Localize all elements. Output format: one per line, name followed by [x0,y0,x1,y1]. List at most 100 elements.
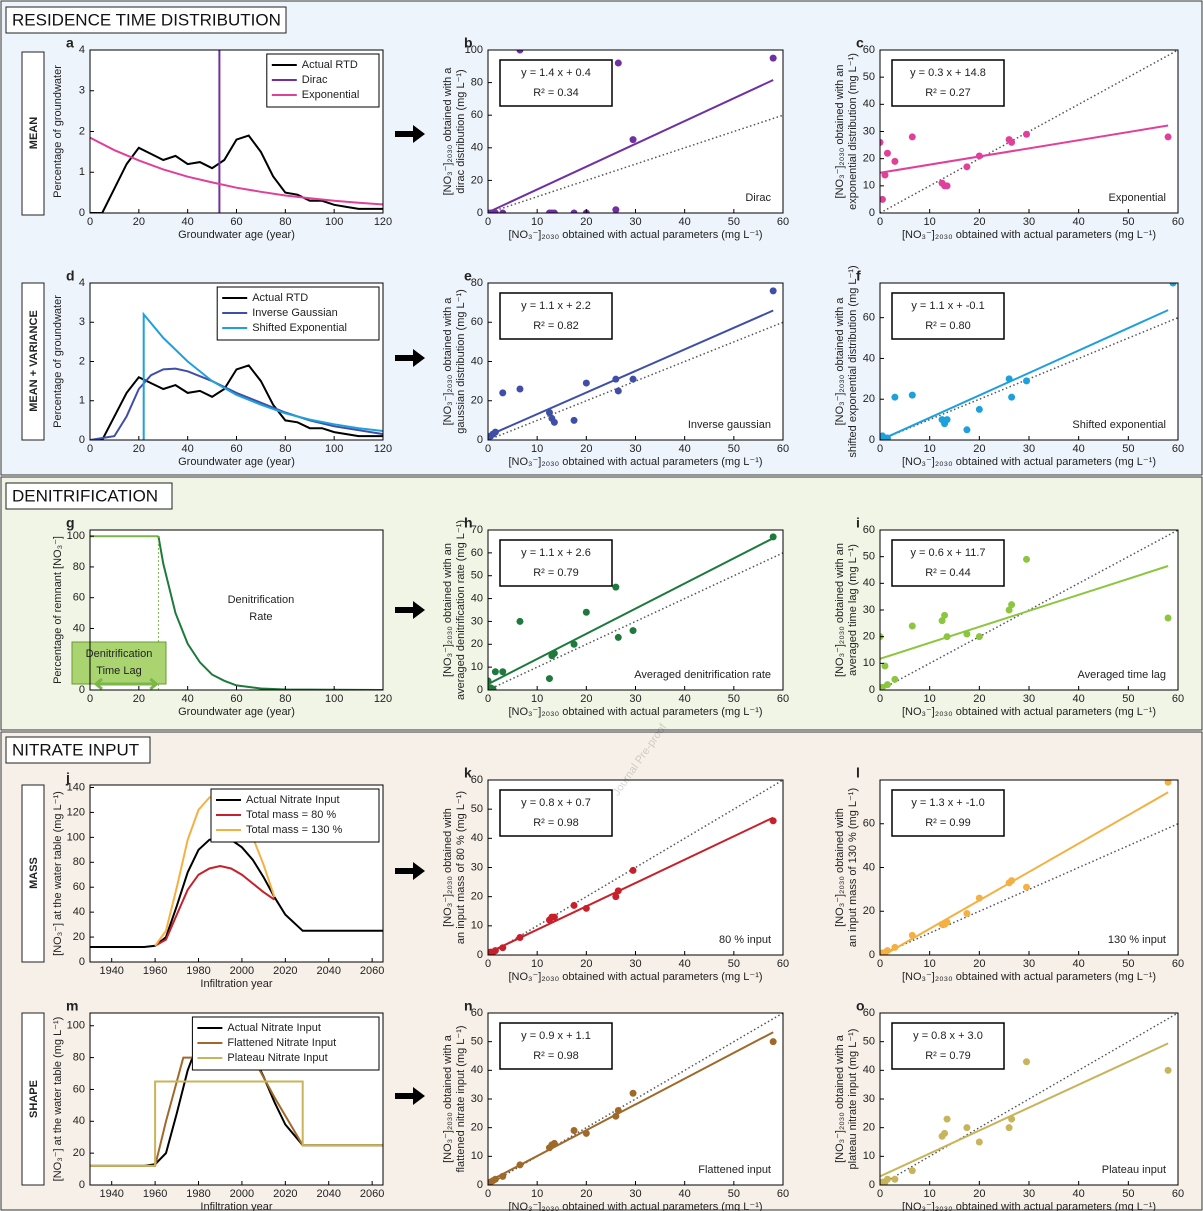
point [1005,606,1013,614]
y-axis-label: flattened nitrate input (mg L⁻¹) [455,1025,467,1172]
point [612,375,620,383]
x-tick-label: 30 [629,1188,641,1200]
series-line [90,134,383,213]
point [941,611,949,619]
point [550,913,558,921]
x-tick-label: 30 [1023,958,1035,970]
y-tick-label: 40 [471,592,483,604]
y-tick-label: 0 [477,207,483,219]
point [769,1038,777,1046]
row-label: MEAN [28,117,40,149]
point [769,54,777,62]
x-tick-label: 20 [133,693,145,705]
x-tick-label: 10 [924,443,936,455]
x-tick-label: 0 [485,1188,491,1200]
point [582,379,590,387]
x-tick-label: 20 [973,443,985,455]
x-tick-label: 30 [629,958,641,970]
plot-content [880,50,1178,213]
y-tick-label: 20 [471,174,483,186]
point [1164,614,1172,622]
point [629,375,637,383]
x-tick-label: 30 [629,693,641,705]
x-tick-label: 2020 [273,1188,297,1200]
x-tick-label: 50 [728,1188,740,1200]
x-tick-label: 40 [679,958,691,970]
identity-line [880,50,1178,213]
y-tick-label: 30 [471,861,483,873]
y-tick-label: 2 [79,355,85,367]
y-tick-label: 80 [471,277,483,289]
r-squared: R² = 0.98 [533,817,579,829]
annotation: Denitrification [228,594,295,606]
point [943,918,951,926]
plot-content [488,287,783,440]
y-tick-label: 20 [471,1122,483,1134]
point [941,1129,949,1137]
section-title: DENITRIFICATION [12,486,158,505]
point [908,133,916,141]
y-tick-label: 20 [471,395,483,407]
y-tick-label: 0 [477,434,483,446]
legend-label: Actual Nitrate Input [227,1022,321,1034]
fit-line [488,537,774,685]
panel-letter: b [464,35,473,51]
legend-label: Dirac [302,74,328,86]
equation: y = 0.6 x + 11.7 [910,547,985,559]
x-tick-label: 50 [1122,693,1134,705]
x-tick-label: 50 [1122,216,1134,228]
x-tick-label: 60 [230,693,242,705]
y-tick-label: 60 [73,1083,85,1095]
y-tick-label: 40 [471,832,483,844]
r-squared: R² = 0.79 [925,1050,971,1062]
row-label-box [21,51,45,216]
x-axis-label: Groundwater age (year) [178,456,295,468]
x-tick-label: 0 [485,443,491,455]
equation-box [891,59,1005,107]
equation: y = 0.3 x + 14.8 [910,67,986,79]
point [582,904,590,912]
x-tick-label: 20 [580,958,592,970]
point [908,1167,916,1175]
arrow [395,601,425,619]
x-tick-label: 30 [1023,693,1035,705]
x-tick-label: 30 [629,216,641,228]
r-squared: R² = 0.79 [533,567,579,579]
x-tick-label: 60 [230,216,242,228]
plot-content [488,780,783,955]
x-tick-label: 2060 [360,965,384,977]
legend-label: Plateau Nitrate Input [227,1052,327,1064]
x-tick-label: 80 [279,216,291,228]
point [516,1161,524,1169]
panel-letter: d [66,268,75,284]
plot-frame [487,779,784,956]
arrow [395,862,425,880]
point [908,391,916,399]
point [1008,138,1016,146]
y-axis-label: Percentage of groundwater [52,65,64,198]
y-tick-label: 30 [863,1093,875,1105]
y-axis-label: exponential distribution (mg L⁻¹) [847,53,859,210]
y-tick-label: 60 [863,818,875,830]
point [1005,1124,1013,1132]
x-tick-label: 40 [1073,958,1085,970]
y-tick-label: 10 [471,661,483,673]
legend-label: Actual RTD [252,292,308,304]
y-tick-label: 20 [863,393,875,405]
point [883,1175,891,1183]
point [1164,1066,1172,1074]
y-tick-label: 60 [471,109,483,121]
point [975,633,983,641]
x-tick-label: 10 [924,216,936,228]
point [550,1139,558,1147]
plot-content [880,530,1178,690]
equation: y = 1.3 x + -1.0 [911,797,984,809]
point [881,171,889,179]
y-tick-label: 60 [471,316,483,328]
y-tick-label: 100 [67,530,85,542]
r-squared: R² = 0.44 [925,567,971,579]
x-tick-label: 40 [679,216,691,228]
y-tick-label: 0 [869,1179,875,1191]
x-tick-label: 0 [87,693,93,705]
row-label-box [21,1012,45,1186]
